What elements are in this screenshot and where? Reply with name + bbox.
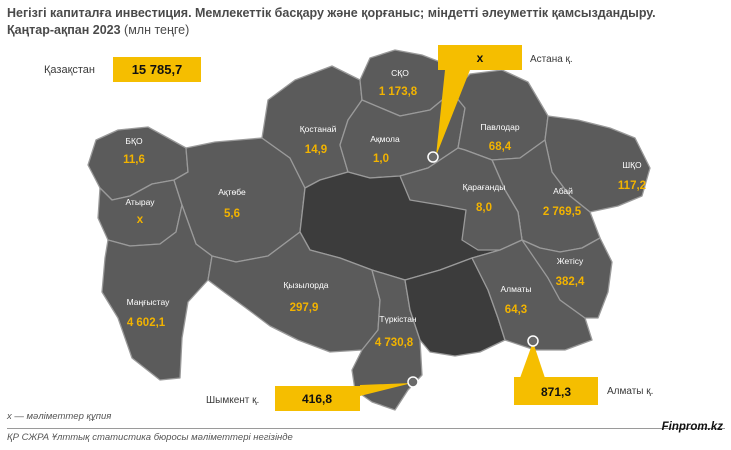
region-label-pavlodar: Павлодар xyxy=(480,122,519,132)
shymkent-value: 416,8 xyxy=(302,392,332,406)
region-label-akmola: Ақмола xyxy=(370,134,400,144)
region-value-zhetisu: 382,4 xyxy=(556,276,585,288)
region-label-mangystau: Маңғыстау xyxy=(127,297,170,307)
region-value-turkistan: 4 730,8 xyxy=(375,337,414,349)
region-label-kostanai: Қостанай xyxy=(300,124,337,134)
region-zhambyl-dark[interactable] xyxy=(404,257,506,357)
region-value-kyzylorda: 297,9 xyxy=(290,302,319,314)
almaty-city-callout-pointer xyxy=(520,342,545,378)
region-label-turkistan: Түркістан xyxy=(379,314,417,324)
astana-pin[interactable] xyxy=(427,151,439,163)
astana-value: x xyxy=(477,51,484,65)
region-label-almaty: Алматы xyxy=(500,284,531,294)
region-label-vko: ШҚО xyxy=(622,160,642,170)
astana-value-box xyxy=(438,45,522,70)
shymkent-pin[interactable] xyxy=(407,376,419,388)
astana-callout-pointer xyxy=(436,70,470,156)
kazakhstan-label: Қазақстан xyxy=(44,64,95,76)
region-value-akmola: 1,0 xyxy=(373,153,389,165)
region-label-abai: Абай xyxy=(553,186,573,196)
region-value-almaty: 64,3 xyxy=(505,304,527,316)
almaty-city-value-box xyxy=(514,377,598,405)
title-period: Қаңтар-ақпан 2023 xyxy=(7,23,121,37)
region-value-vko: 117,2 xyxy=(618,180,646,192)
region-label-kyzylorda: Қызылорда xyxy=(283,280,328,290)
kazakhstan-value: 15 785,7 xyxy=(132,62,183,77)
region-label-atyrau: Атырау xyxy=(125,197,155,207)
region-value-abai: 2 769,5 xyxy=(543,206,582,218)
region-label-zhetisu: Жетісу xyxy=(557,256,584,266)
footer-divider xyxy=(7,428,725,429)
shymkent-value-box xyxy=(275,386,360,411)
source-note: ҚР СЖРА Ұлттық статистика бюросы мәлімет… xyxy=(7,432,293,443)
region-label-bko: БҚО xyxy=(125,136,143,146)
almaty-city-pin[interactable] xyxy=(527,335,539,347)
region-value-kostanai: 14,9 xyxy=(305,144,327,156)
title-unit: (млн теңге) xyxy=(124,23,190,37)
region-label-sko: СҚО xyxy=(391,68,409,78)
almaty-city-label: Алматы қ. xyxy=(607,386,653,397)
footnote-confidential: x — мәліметтер құпия xyxy=(7,411,112,422)
region-value-mangystau: 4 602,1 xyxy=(127,317,166,329)
almaty-city-value: 871,3 xyxy=(541,385,571,399)
astana-label: Астана қ. xyxy=(530,54,573,65)
region-value-atyrau: x xyxy=(137,214,144,226)
region-label-aktobe: Ақтөбе xyxy=(218,187,246,197)
shymkent-label: Шымкент қ. xyxy=(206,395,259,406)
page-title: Негізгі капиталға инвестиция. Мемлекетті… xyxy=(7,5,656,39)
region-zhetisu[interactable] xyxy=(521,237,613,319)
shymkent-callout-pointer xyxy=(360,383,412,396)
region-value-sko: 1 173,8 xyxy=(379,86,418,98)
region-value-karaganda: 8,0 xyxy=(476,202,492,214)
region-mangystau[interactable] xyxy=(101,204,213,381)
region-value-pavlodar: 68,4 xyxy=(489,141,512,153)
region-value-bko: 11,6 xyxy=(123,154,145,166)
region-value-aktobe: 5,6 xyxy=(224,208,240,220)
title-line-2: Қаңтар-ақпан 2023 (млн теңге) xyxy=(7,22,656,39)
kazakhstan-value-box xyxy=(113,57,201,82)
brand-logo: Finprom.kz xyxy=(661,421,723,433)
title-line-1: Негізгі капиталға инвестиция. Мемлекетті… xyxy=(7,6,656,20)
region-label-karaganda: Қарағанды xyxy=(463,182,506,192)
